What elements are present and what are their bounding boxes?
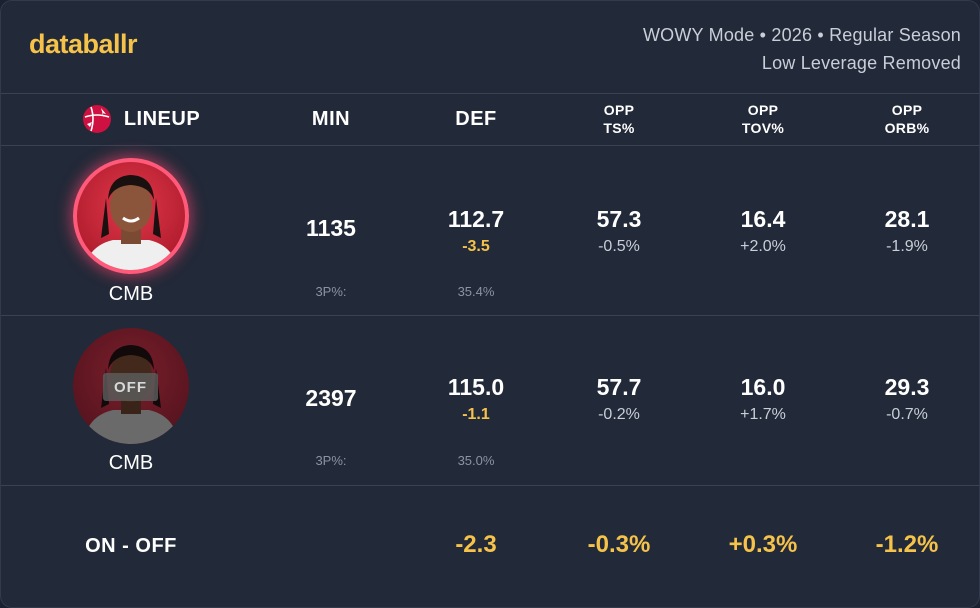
three-point-label: 3P%: [315, 284, 347, 299]
opp-ts-delta: -0.2% [598, 406, 640, 423]
def-delta: -1.1 [462, 406, 490, 423]
divider [1, 93, 979, 94]
databallr-logo[interactable]: databallr [29, 29, 138, 59]
opp-orb-delta: -0.7% [886, 406, 928, 423]
divider [1, 485, 979, 486]
def-cell: 112.7 -3.5 [416, 206, 536, 256]
off-badge: OFF [103, 373, 158, 401]
on-off-opp-tov: +0.3% [728, 531, 798, 558]
leverage-label: Low Leverage Removed [761, 53, 961, 73]
def-value: 112.7 [447, 206, 505, 232]
column-header-opp-ts: OPP TS% [559, 93, 679, 145]
opp-tov-cell: 16.4 +2.0% [703, 206, 823, 256]
opp-orb-cell: 28.1 -1.9% [847, 206, 967, 256]
column-header-def: DEF [455, 107, 497, 130]
opp-ts-cell: 57.3 -0.5% [559, 206, 679, 256]
player-silhouette-icon [83, 175, 179, 270]
header-line: OPP [603, 102, 635, 118]
mode-season-label: WOWY Mode • 2026 • Regular Season [642, 25, 961, 45]
player-name: CMB [108, 452, 154, 474]
on-off-def: -2.3 [455, 531, 497, 558]
opp-tov-cell: 16.0 +1.7% [703, 374, 823, 424]
def-delta: -3.5 [462, 238, 490, 255]
header-line: TS% [603, 120, 635, 136]
opp-orb-value: 29.3 [884, 374, 930, 400]
divider [1, 145, 979, 146]
opp-ts-cell: 57.7 -0.2% [559, 374, 679, 424]
three-point-value: 35.0% [457, 453, 495, 468]
opp-orb-value: 28.1 [884, 206, 930, 232]
min-value: 1135 [306, 215, 356, 241]
header-line: ORB% [884, 120, 930, 136]
on-off-opp-orb: -1.2% [875, 531, 939, 558]
lineup-header-label: LINEUP [123, 107, 201, 130]
raptors-basketball-icon [82, 105, 111, 133]
opp-orb-delta: -1.9% [886, 238, 928, 255]
opp-ts-value: 57.3 [596, 206, 642, 232]
opp-tov-delta: +1.7% [740, 406, 786, 423]
opp-orb-cell: 29.3 -0.7% [847, 374, 967, 424]
on-off-opp-ts: -0.3% [587, 531, 651, 558]
header-line: TOV% [741, 120, 785, 136]
opp-tov-value: 16.4 [740, 206, 786, 232]
def-cell: 115.0 -1.1 [416, 374, 536, 424]
mode-info: WOWY Mode • 2026 • Regular Season Low Le… [643, 21, 961, 77]
opp-tov-value: 16.0 [740, 374, 786, 400]
column-header-min: MIN [311, 107, 351, 130]
three-point-value: 35.4% [457, 284, 495, 299]
column-header-opp-orb: OPP ORB% [847, 93, 967, 145]
min-value: 2397 [305, 385, 357, 411]
opp-tov-delta: +2.0% [740, 238, 786, 255]
column-header-lineup: LINEUP [61, 93, 221, 145]
player-avatar [73, 158, 189, 274]
header-line: OPP [747, 102, 779, 118]
def-value: 115.0 [447, 374, 505, 400]
opp-ts-delta: -0.5% [598, 238, 640, 255]
on-off-label: ON - OFF [85, 535, 177, 557]
three-point-label: 3P%: [315, 453, 347, 468]
divider [1, 315, 979, 316]
header-line: OPP [891, 102, 923, 118]
player-name: CMB [108, 283, 154, 305]
column-header-opp-tov: OPP TOV% [703, 93, 823, 145]
opp-ts-value: 57.7 [596, 374, 642, 400]
